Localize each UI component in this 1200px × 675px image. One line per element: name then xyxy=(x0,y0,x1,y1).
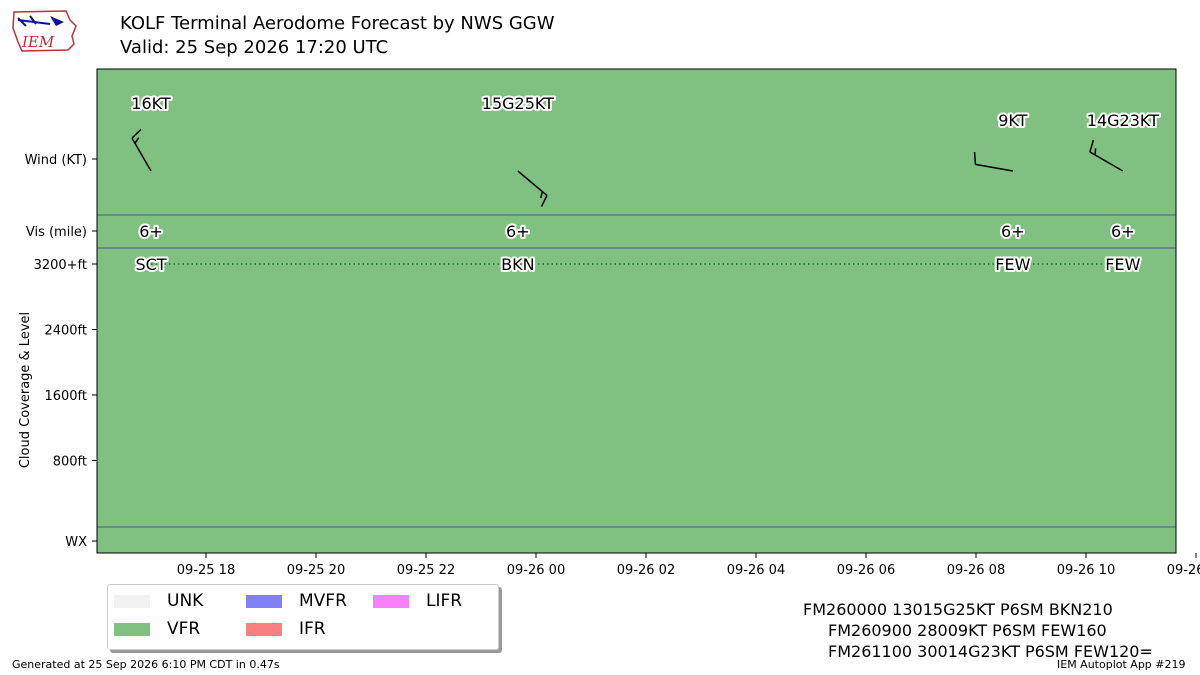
xtick-label-5: 09-26 04 xyxy=(727,563,785,578)
cloud-label-0: SCT xyxy=(135,255,166,274)
logo-text: IEM xyxy=(21,33,55,51)
flight-category-legend: UNK MVFR LIFR VFR IFR xyxy=(107,584,499,650)
legend-swatch-vfr xyxy=(114,623,150,636)
wind-barb-3-staff xyxy=(1089,151,1124,172)
wind-barb-3-feather-0 xyxy=(1089,139,1095,153)
xtick-label-2: 09-25 22 xyxy=(397,563,455,578)
raw-taf-line-1: FM260000 13015G25KT P6SM BKN210 xyxy=(803,600,1113,619)
legend-swatch-ifr xyxy=(246,623,282,636)
xtick-label-4: 09-26 02 xyxy=(617,563,675,578)
cloud-axis-label: Cloud Coverage & Level xyxy=(18,312,33,468)
vis-label-2: 6+ xyxy=(1001,222,1025,241)
wind-barb-1-feather-1 xyxy=(540,191,544,199)
wind-barb-1 xyxy=(517,170,548,207)
raw-taf-line-3: FM261100 30014G23KT P6SM FEW120= xyxy=(828,642,1153,661)
wind-barb-3 xyxy=(1089,139,1124,172)
wind-label-0: 16KT xyxy=(131,94,171,113)
ylabel-vis: Vis (mile) xyxy=(26,225,87,240)
xtick-label-9: 09-26 12 xyxy=(1167,563,1200,578)
wind-barb-0-staff xyxy=(131,137,152,172)
legend-swatch-lifr xyxy=(373,595,409,608)
iem-logo: IEM xyxy=(12,10,77,52)
xtick-label-1: 09-25 20 xyxy=(287,563,345,578)
legend-swatch-unk xyxy=(114,595,150,608)
raw-taf-line-2: FM260900 28009KT P6SM FEW160 xyxy=(828,621,1107,640)
xtick-label-6: 09-26 06 xyxy=(837,563,895,578)
legend-label-vfr: VFR xyxy=(167,619,201,639)
wind-barb-2-feather-0 xyxy=(973,152,977,165)
xtick-label-0: 09-25 18 xyxy=(177,563,235,578)
wind-label-2: 9KT xyxy=(998,111,1027,130)
chart-title: KOLF Terminal Aerodome Forecast by NWS G… xyxy=(120,13,555,34)
xtick-label-7: 09-26 08 xyxy=(947,563,1005,578)
xtick-label-8: 09-26 10 xyxy=(1057,563,1115,578)
app-note: IEM Autoplot App #219 xyxy=(1057,658,1186,671)
xtick-label-3: 09-26 00 xyxy=(507,563,565,578)
ylabel-cloud-0: 3200+ft xyxy=(34,258,87,273)
wind-barb-0-feather-1 xyxy=(134,137,140,144)
ylabel-wx: WX xyxy=(65,535,87,550)
wind-barb-2-staff xyxy=(975,163,1013,172)
ylabel-cloud-3: 800ft xyxy=(53,455,87,470)
ylabel-cloud-2: 1600ft xyxy=(44,389,87,404)
cloud-label-1: BKN xyxy=(501,255,534,274)
vis-label-0: 6+ xyxy=(139,222,163,241)
wind-barb-1-staff xyxy=(517,170,548,197)
wind-barb-2 xyxy=(973,152,1013,172)
legend-label-mvfr: MVFR xyxy=(299,591,347,611)
wind-label-1: 15G25KT xyxy=(482,94,554,113)
cloud-label-3: FEW xyxy=(1105,255,1140,274)
vfr-background xyxy=(97,69,1176,553)
vis-label-3: 6+ xyxy=(1111,222,1135,241)
legend-label-lifr: LIFR xyxy=(426,591,463,611)
wind-label-3: 14G23KT xyxy=(1087,111,1159,130)
generated-note: Generated at 25 Sep 2026 6:10 PM CDT in … xyxy=(12,658,280,671)
plot-frame xyxy=(96,68,1177,554)
wind-barb-0 xyxy=(131,128,152,172)
wind-barb-1-feather-0 xyxy=(540,195,548,207)
taf-chart: Wind (KT) Vis (mile) 3200+ft 2400ft 1600ft 80… xyxy=(18,68,1200,578)
vis-label-1: 6+ xyxy=(506,222,530,241)
wind-barb-0-feather-0 xyxy=(131,128,142,139)
legend-label-unk: UNK xyxy=(167,591,204,611)
ylabel-cloud-1: 2400ft xyxy=(44,324,87,339)
iowa-outline-icon xyxy=(12,10,77,52)
ylabel-wind: Wind (KT) xyxy=(25,153,87,168)
chart-subtitle: Valid: 25 Sep 2026 17:20 UTC xyxy=(120,37,389,58)
legend-label-ifr: IFR xyxy=(299,619,326,639)
cloud-label-2: FEW xyxy=(995,255,1030,274)
legend-swatch-mvfr xyxy=(246,595,282,608)
